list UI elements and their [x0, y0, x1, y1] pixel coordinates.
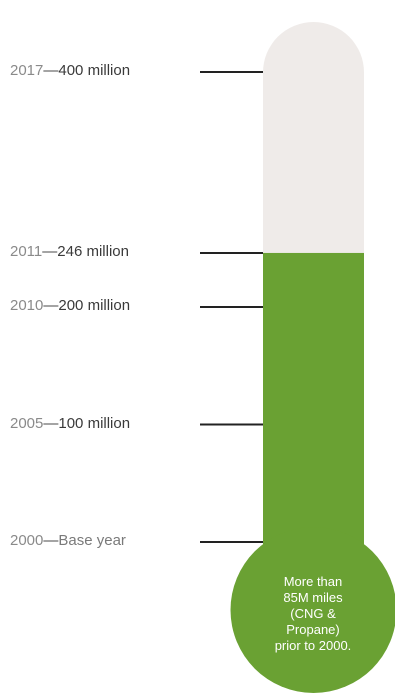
- bulb-text-line: (CNG & Propane): [286, 606, 340, 637]
- tick-label-dash: —: [43, 532, 59, 549]
- thermometer-bulb: [230, 527, 395, 693]
- tick-label-dash: —: [42, 242, 58, 260]
- tick-label-dash: —: [43, 414, 59, 432]
- tick-label-year: 2010: [10, 297, 44, 314]
- tick-label: 2000—Base year: [10, 532, 126, 550]
- tick-label-year: 2000: [10, 532, 44, 549]
- tick-label: 2005—100 million: [10, 415, 130, 433]
- tick-label: 2011—246 million: [10, 243, 129, 261]
- tick-label: 2017—400 million: [10, 62, 130, 80]
- tick-label-value: 400 million: [58, 62, 131, 79]
- bulb-text-line: More than: [283, 574, 343, 589]
- tick-label-value: 246 million: [57, 242, 129, 260]
- tick-label: 2010—200 million: [10, 297, 130, 315]
- tick-label-value: Base year: [58, 532, 126, 549]
- thermometer-empty-tube: [263, 22, 364, 253]
- bulb-text-line: 85M miles: [283, 590, 343, 605]
- tick-label-value: 200 million: [58, 297, 131, 314]
- tick-label-year: 2005: [10, 414, 44, 432]
- bulb-annotation: More than 85M miles (CNG & Propane) prio…: [263, 574, 363, 654]
- tick-label-year: 2017: [10, 62, 44, 79]
- bulb-text-line: prior to 2000.: [274, 638, 352, 653]
- tick-label-year: 2011: [10, 242, 43, 260]
- tick-label-value: 100 million: [58, 414, 131, 432]
- tick-label-dash: —: [43, 297, 59, 314]
- tick-label-dash: —: [43, 62, 59, 79]
